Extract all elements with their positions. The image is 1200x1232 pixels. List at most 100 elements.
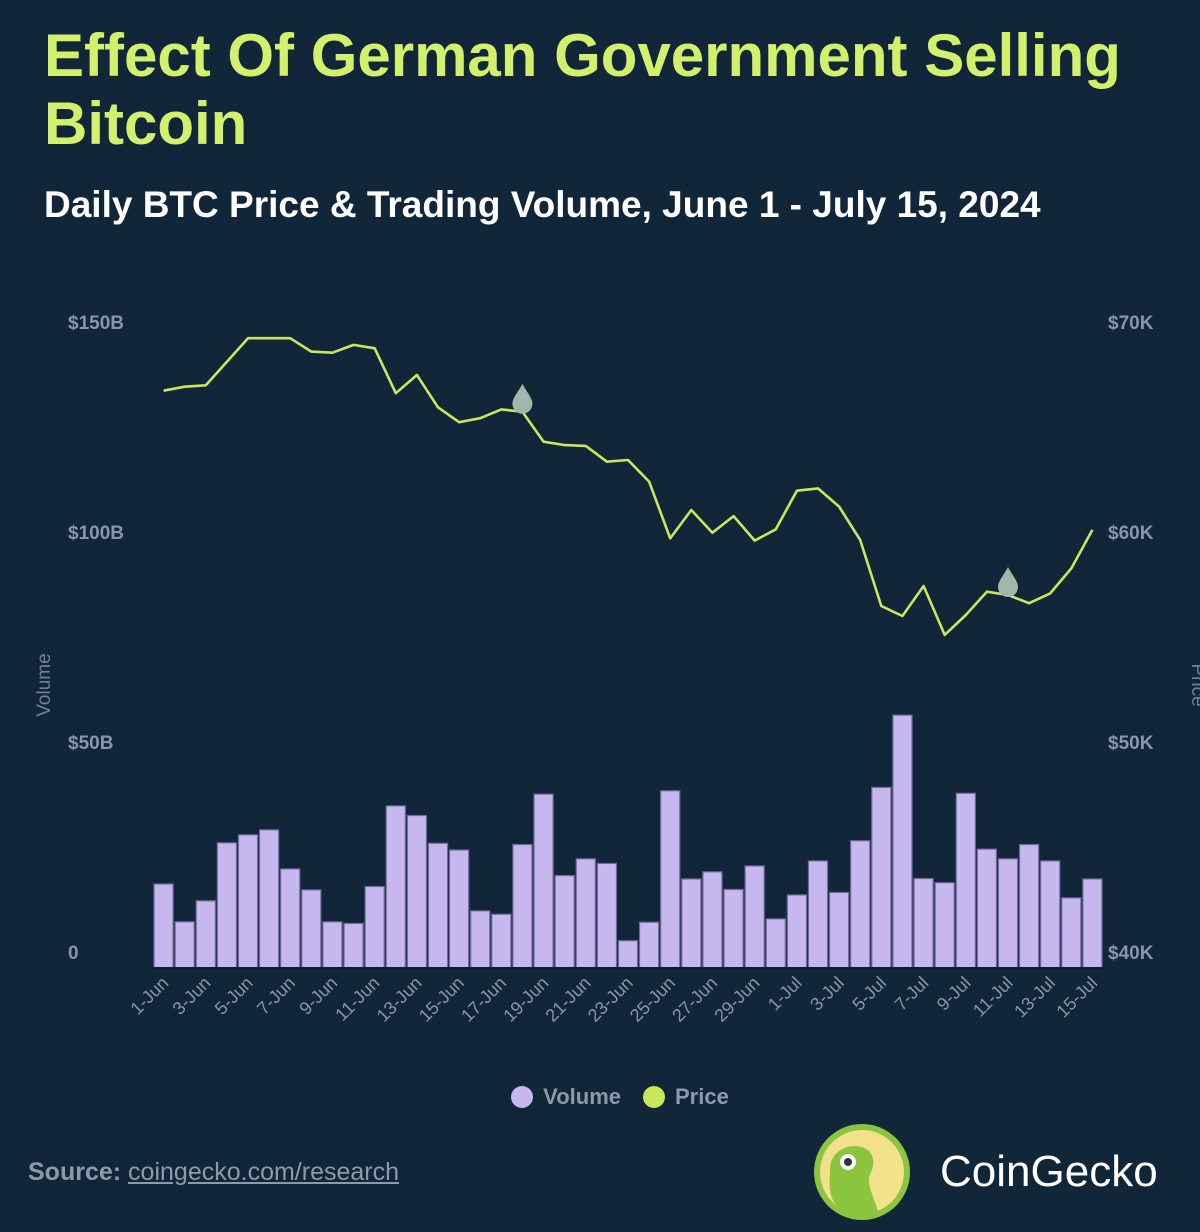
volume-bar[interactable] <box>174 921 195 969</box>
price-point[interactable] <box>562 442 568 448</box>
price-point[interactable] <box>731 513 737 519</box>
price-point[interactable] <box>583 443 589 449</box>
y-axis-right-label: Price <box>1187 663 1200 706</box>
volume-bar[interactable] <box>427 842 449 969</box>
x-tick: 29-Jun <box>710 973 763 1026</box>
volume-bar[interactable] <box>153 883 174 969</box>
volume-bar[interactable] <box>997 858 1019 969</box>
legend-item-price[interactable]: Price <box>643 1084 729 1110</box>
volume-bar[interactable] <box>976 848 998 969</box>
x-tick: 7-Jul <box>891 973 933 1015</box>
volume-bar[interactable] <box>702 871 723 969</box>
volume-bar[interactable] <box>364 885 385 969</box>
y-tick-right: $60K <box>1108 523 1154 544</box>
volume-bar[interactable] <box>216 842 238 969</box>
price-point[interactable] <box>329 350 335 356</box>
volume-bar[interactable] <box>195 900 216 969</box>
price-markers <box>512 383 1018 598</box>
price-point[interactable] <box>646 479 652 485</box>
price-point[interactable] <box>857 537 863 543</box>
volume-bar[interactable] <box>892 714 913 969</box>
price-point[interactable] <box>245 335 251 341</box>
volume-bar[interactable] <box>596 862 618 969</box>
volume-bar[interactable] <box>934 882 955 969</box>
volume-bar[interactable] <box>322 921 343 969</box>
volume-bar[interactable] <box>765 918 786 969</box>
price-point[interactable] <box>161 388 167 394</box>
volume-bar[interactable] <box>744 865 765 969</box>
price-point[interactable] <box>815 485 821 491</box>
price-point[interactable] <box>984 589 990 595</box>
volume-bar[interactable] <box>850 840 871 969</box>
volume-bar[interactable] <box>385 805 406 969</box>
price-point[interactable] <box>224 359 230 365</box>
price-point[interactable] <box>203 382 209 388</box>
volume-bar[interactable] <box>786 894 808 969</box>
volume-bar[interactable] <box>828 891 850 969</box>
price-point[interactable] <box>709 530 715 536</box>
price-point[interactable] <box>456 419 462 425</box>
volume-bar[interactable] <box>723 888 744 969</box>
volume-bar[interactable] <box>448 849 470 969</box>
volume-bar[interactable] <box>1061 897 1082 969</box>
price-point[interactable] <box>351 342 357 348</box>
price-point[interactable] <box>1026 600 1032 606</box>
volume-bar[interactable] <box>955 792 976 969</box>
price-point[interactable] <box>1047 590 1053 596</box>
price-point[interactable] <box>308 349 314 355</box>
source-link[interactable]: coingecko.com/research <box>128 1158 400 1186</box>
volume-bar[interactable] <box>575 858 596 969</box>
volume-bar[interactable] <box>237 834 259 969</box>
price-point[interactable] <box>667 535 673 541</box>
price-point[interactable] <box>921 583 927 589</box>
price-point[interactable] <box>541 439 547 445</box>
price-point[interactable] <box>266 335 272 341</box>
price-point[interactable] <box>1089 527 1095 533</box>
volume-bar[interactable] <box>1040 860 1061 969</box>
price-point[interactable] <box>942 632 948 638</box>
volume-bar[interactable] <box>871 786 892 969</box>
legend-item-volume[interactable]: Volume <box>511 1084 621 1110</box>
volume-bar[interactable] <box>554 874 575 969</box>
volume-bar[interactable] <box>406 814 428 969</box>
price-point[interactable] <box>773 526 779 532</box>
price-point[interactable] <box>878 603 884 609</box>
volume-bar[interactable] <box>1018 843 1040 969</box>
price-point[interactable] <box>752 538 758 544</box>
volume-bar[interactable] <box>280 868 301 969</box>
price-point[interactable] <box>393 390 399 396</box>
price-point[interactable] <box>899 613 905 619</box>
price-point[interactable] <box>414 372 420 378</box>
x-tick: 15-Jul <box>1052 973 1101 1022</box>
price-point[interactable] <box>688 507 694 513</box>
price-point[interactable] <box>625 457 631 463</box>
volume-bar[interactable] <box>681 878 702 969</box>
price-point[interactable] <box>435 404 441 410</box>
volume-bar[interactable] <box>807 860 829 969</box>
volume-bar[interactable] <box>660 790 681 969</box>
volume-bar[interactable] <box>470 910 491 969</box>
legend: Volume Price <box>0 1084 1200 1110</box>
price-point[interactable] <box>963 612 969 618</box>
price-point[interactable] <box>604 459 610 465</box>
price-point[interactable] <box>287 335 293 341</box>
price-point[interactable] <box>477 415 483 421</box>
volume-bar[interactable] <box>258 829 280 969</box>
price-point[interactable] <box>182 384 188 390</box>
droplet-marker-icon[interactable] <box>998 567 1018 598</box>
price-point[interactable] <box>794 488 800 494</box>
price-point[interactable] <box>1068 565 1074 571</box>
volume-bar[interactable] <box>1082 878 1103 969</box>
volume-bar[interactable] <box>638 921 660 969</box>
volume-bar[interactable] <box>343 922 364 969</box>
volume-bar[interactable] <box>533 793 554 969</box>
volume-bar[interactable] <box>617 940 639 969</box>
volume-bar[interactable] <box>491 913 512 969</box>
price-point[interactable] <box>372 345 378 351</box>
volume-bar[interactable] <box>913 877 934 969</box>
droplet-marker-icon[interactable] <box>512 383 533 414</box>
volume-bar[interactable] <box>301 889 322 969</box>
price-point[interactable] <box>836 504 842 510</box>
volume-bar[interactable] <box>512 843 533 969</box>
price-point[interactable] <box>498 406 504 412</box>
